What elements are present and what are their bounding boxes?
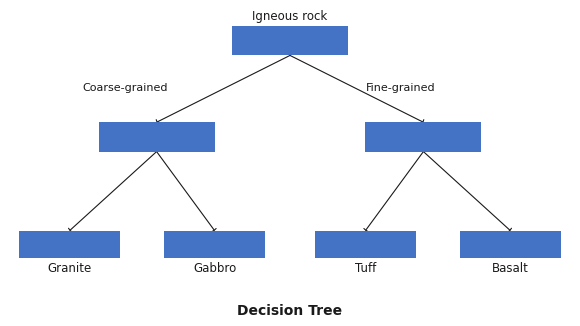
- FancyBboxPatch shape: [164, 231, 265, 258]
- FancyBboxPatch shape: [19, 231, 121, 258]
- Text: Fine-grained: Fine-grained: [365, 83, 435, 93]
- FancyBboxPatch shape: [365, 122, 481, 152]
- Text: Decision Tree: Decision Tree: [237, 304, 343, 318]
- FancyBboxPatch shape: [459, 231, 561, 258]
- Text: Tuff: Tuff: [355, 261, 376, 274]
- FancyBboxPatch shape: [99, 122, 215, 152]
- FancyBboxPatch shape: [314, 231, 416, 258]
- Text: Granite: Granite: [48, 261, 92, 274]
- FancyBboxPatch shape: [232, 26, 348, 55]
- Text: Gabbro: Gabbro: [193, 261, 236, 274]
- Text: Igneous rock: Igneous rock: [252, 10, 328, 23]
- Text: Basalt: Basalt: [492, 261, 529, 274]
- Text: Coarse-grained: Coarse-grained: [83, 83, 168, 93]
